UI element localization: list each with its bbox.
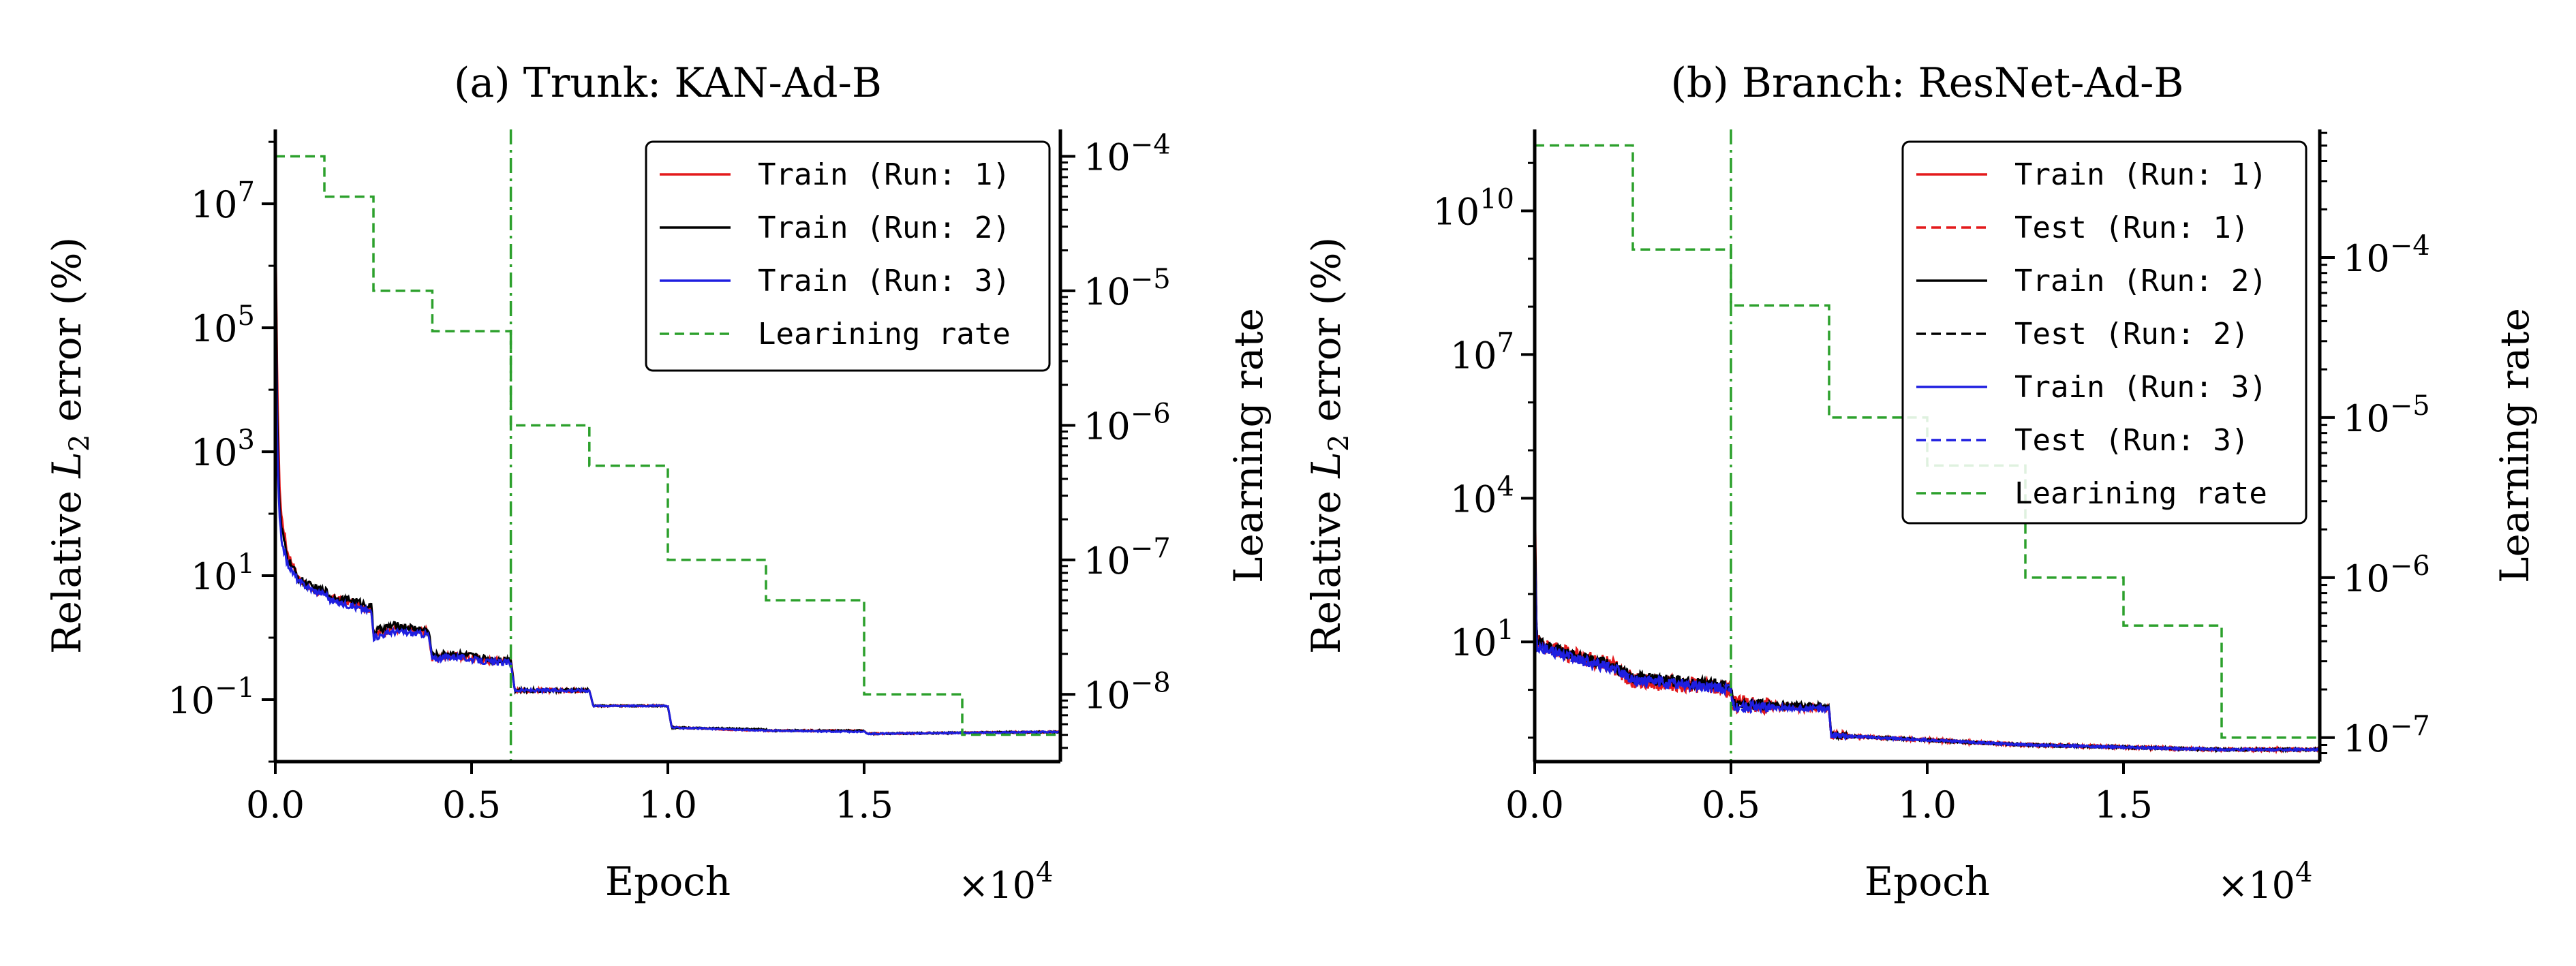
x-tick-label: 1.5 bbox=[835, 783, 893, 826]
legend-label: Test (Run: 1) bbox=[2014, 211, 2249, 245]
y-right-axis-label: Learning rate bbox=[1225, 308, 1272, 583]
y-right-tick-label: 10−4 bbox=[1084, 129, 1171, 178]
y-left-tick-label: 1010 bbox=[1432, 184, 1514, 234]
plot-area bbox=[1535, 129, 2320, 762]
legend: Train (Run: 1) Test (Run: 1) Train (Run: 2… bbox=[1901, 140, 2307, 525]
x-multiplier: ×104 bbox=[958, 857, 1053, 907]
y-right-tick-label: 10−4 bbox=[2343, 230, 2430, 280]
panel-title: (a) Trunk: KAN-Ad-B bbox=[454, 59, 882, 107]
legend-label: Train (Run: 1) bbox=[2014, 157, 2267, 192]
x-multiplier: ×104 bbox=[2218, 857, 2312, 907]
y-right-tick-label: 10−6 bbox=[2343, 550, 2430, 600]
panel-a: 0.0 0.5 1.0 1.5 Epoch ×104 107 105 103 101 10−1 10−… bbox=[44, 59, 1272, 907]
y-left-tick-label: 107 bbox=[191, 176, 255, 226]
y-left-tick-label: 105 bbox=[191, 300, 255, 350]
series-line-test-run-2- bbox=[1535, 508, 2320, 753]
legend-label: Train (Run: 3) bbox=[2014, 370, 2267, 405]
legend-label: Learining rate bbox=[2014, 476, 2267, 511]
x-tick-label: 1.0 bbox=[1898, 783, 1957, 826]
learning-rate-line bbox=[275, 155, 1060, 736]
y-left-tick-label: 107 bbox=[1450, 327, 1514, 377]
plot-area bbox=[275, 129, 1060, 762]
legend-label: Learining rate bbox=[758, 317, 1011, 352]
y-left-tick-label: 101 bbox=[191, 548, 255, 598]
y-left-tick-label: 101 bbox=[1450, 614, 1514, 664]
y-right-tick-label: 10−6 bbox=[1084, 398, 1171, 448]
y-right-tick-label: 10−8 bbox=[1084, 667, 1171, 717]
legend-label: Train (Run: 2) bbox=[2014, 264, 2267, 298]
series-line-test-run-3- bbox=[1535, 527, 2320, 753]
panel-b: 0.0 0.5 1.0 1.5 Epoch ×104 1010 107 104 101 10−4 10… bbox=[1303, 59, 2538, 907]
panel-title: (b) Branch: ResNet-Ad-B bbox=[1671, 59, 2184, 107]
y-left-tick-label: 10−1 bbox=[168, 672, 255, 722]
legend-label: Train (Run: 2) bbox=[758, 211, 1011, 245]
y-left-tick-label: 104 bbox=[1450, 471, 1514, 520]
y-right-tick-label: 10−5 bbox=[1084, 264, 1171, 313]
legend-label: Test (Run: 2) bbox=[2014, 317, 2249, 352]
y-left-axis-label: Relative L2 error (%) bbox=[1303, 237, 1355, 654]
legend-label: Test (Run: 3) bbox=[2014, 423, 2249, 458]
legend-label: Train (Run: 3) bbox=[758, 264, 1011, 298]
series-line-train-run-3- bbox=[1535, 519, 2320, 753]
x-tick-label: 1.0 bbox=[639, 783, 697, 826]
y-left-tick-label: 103 bbox=[191, 424, 255, 474]
x-tick-label: 0.0 bbox=[246, 783, 305, 826]
x-tick-label: 1.5 bbox=[2094, 783, 2153, 826]
y-right-tick-label: 10−7 bbox=[2343, 711, 2430, 760]
x-tick-label: 0.5 bbox=[1702, 783, 1760, 826]
series-line-train-run-3- bbox=[275, 298, 1060, 736]
y-right-axis-label: Learning rate bbox=[2491, 308, 2538, 583]
legend-box bbox=[1901, 140, 2307, 525]
y-right-tick-label: 10−5 bbox=[2343, 390, 2430, 440]
legend-box bbox=[645, 140, 1051, 372]
x-axis-label: Epoch bbox=[605, 858, 731, 905]
learning-rate-line bbox=[1535, 144, 2320, 739]
y-left-axis-label: Relative L2 error (%) bbox=[44, 237, 95, 654]
series-line-test-run-1- bbox=[1535, 495, 2320, 753]
legend-label: Train (Run: 1) bbox=[758, 157, 1011, 192]
y-right-tick-label: 10−7 bbox=[1084, 533, 1171, 582]
x-tick-label: 0.0 bbox=[1505, 783, 1564, 826]
x-tick-label: 0.5 bbox=[442, 783, 501, 826]
x-axis-label: Epoch bbox=[1865, 858, 1990, 905]
legend: Train (Run: 1) Train (Run: 2) Train (Run: … bbox=[645, 140, 1051, 372]
